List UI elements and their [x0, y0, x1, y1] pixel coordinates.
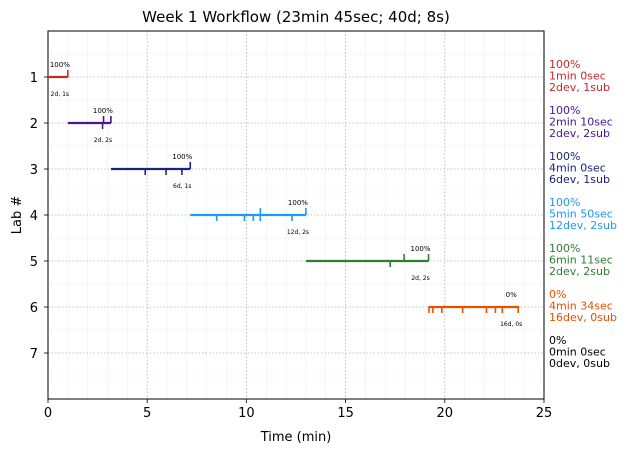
side-label: 2dev, 1sub [549, 81, 610, 94]
side-label: 6dev, 1sub [549, 173, 610, 186]
side-label: 100% [549, 242, 580, 255]
side-label: 0% [549, 334, 566, 347]
y-tick-label: 3 [30, 163, 38, 178]
side-label: 4min 34sec [549, 300, 613, 313]
side-label: 0dev, 0sub [549, 357, 610, 370]
side-label: 16dev, 0sub [549, 311, 617, 324]
chart-title: Week 1 Workflow (23min 45sec; 40d; 8s) [142, 8, 450, 26]
counts-label: 2d, 1s [51, 91, 69, 98]
x-tick-label: 25 [536, 406, 553, 421]
completion-label: 100% [288, 199, 308, 207]
y-tick-label: 5 [30, 255, 38, 270]
completion-label: 100% [172, 153, 192, 161]
y-axis-title: Lab # [10, 196, 25, 235]
side-label: 100% [549, 150, 580, 163]
counts-label: 2d, 2s [94, 137, 112, 144]
x-tick-label: 15 [337, 406, 354, 421]
completion-label: 100% [50, 61, 70, 69]
side-label: 2dev, 2sub [549, 127, 610, 140]
side-label: 12dev, 2sub [549, 219, 617, 232]
side-label: 6min 11sec [549, 254, 613, 267]
side-label: 100% [549, 104, 580, 117]
completion-label: 0% [506, 291, 517, 299]
side-label: 5min 50sec [549, 208, 613, 221]
counts-label: 6d, 1s [173, 183, 191, 190]
side-label: 100% [549, 58, 580, 71]
side-label: 100% [549, 196, 580, 209]
x-tick-label: 10 [238, 406, 255, 421]
counts-label: 2d, 2s [411, 275, 429, 282]
y-tick-label: 1 [30, 71, 38, 86]
y-tick-label: 2 [30, 117, 38, 132]
side-label: 4min 0sec [549, 162, 606, 175]
y-tick-label: 6 [30, 301, 38, 316]
side-label: 0min 0sec [549, 346, 606, 359]
completion-label: 100% [93, 107, 113, 115]
x-axis-title: Time (min) [260, 430, 332, 445]
side-label: 0% [549, 288, 566, 301]
x-tick-label: 0 [44, 406, 52, 421]
counts-label: 16d, 0s [500, 321, 522, 328]
y-tick-label: 7 [30, 347, 38, 362]
x-tick-label: 5 [143, 406, 151, 421]
side-label: 2min 10sec [549, 116, 613, 129]
y-tick-label: 4 [30, 209, 38, 224]
counts-label: 12d, 2s [287, 229, 309, 236]
completion-label: 100% [411, 245, 431, 253]
side-label: 1min 0sec [549, 70, 606, 83]
x-tick-label: 20 [437, 406, 454, 421]
side-label: 2dev, 2sub [549, 265, 610, 278]
